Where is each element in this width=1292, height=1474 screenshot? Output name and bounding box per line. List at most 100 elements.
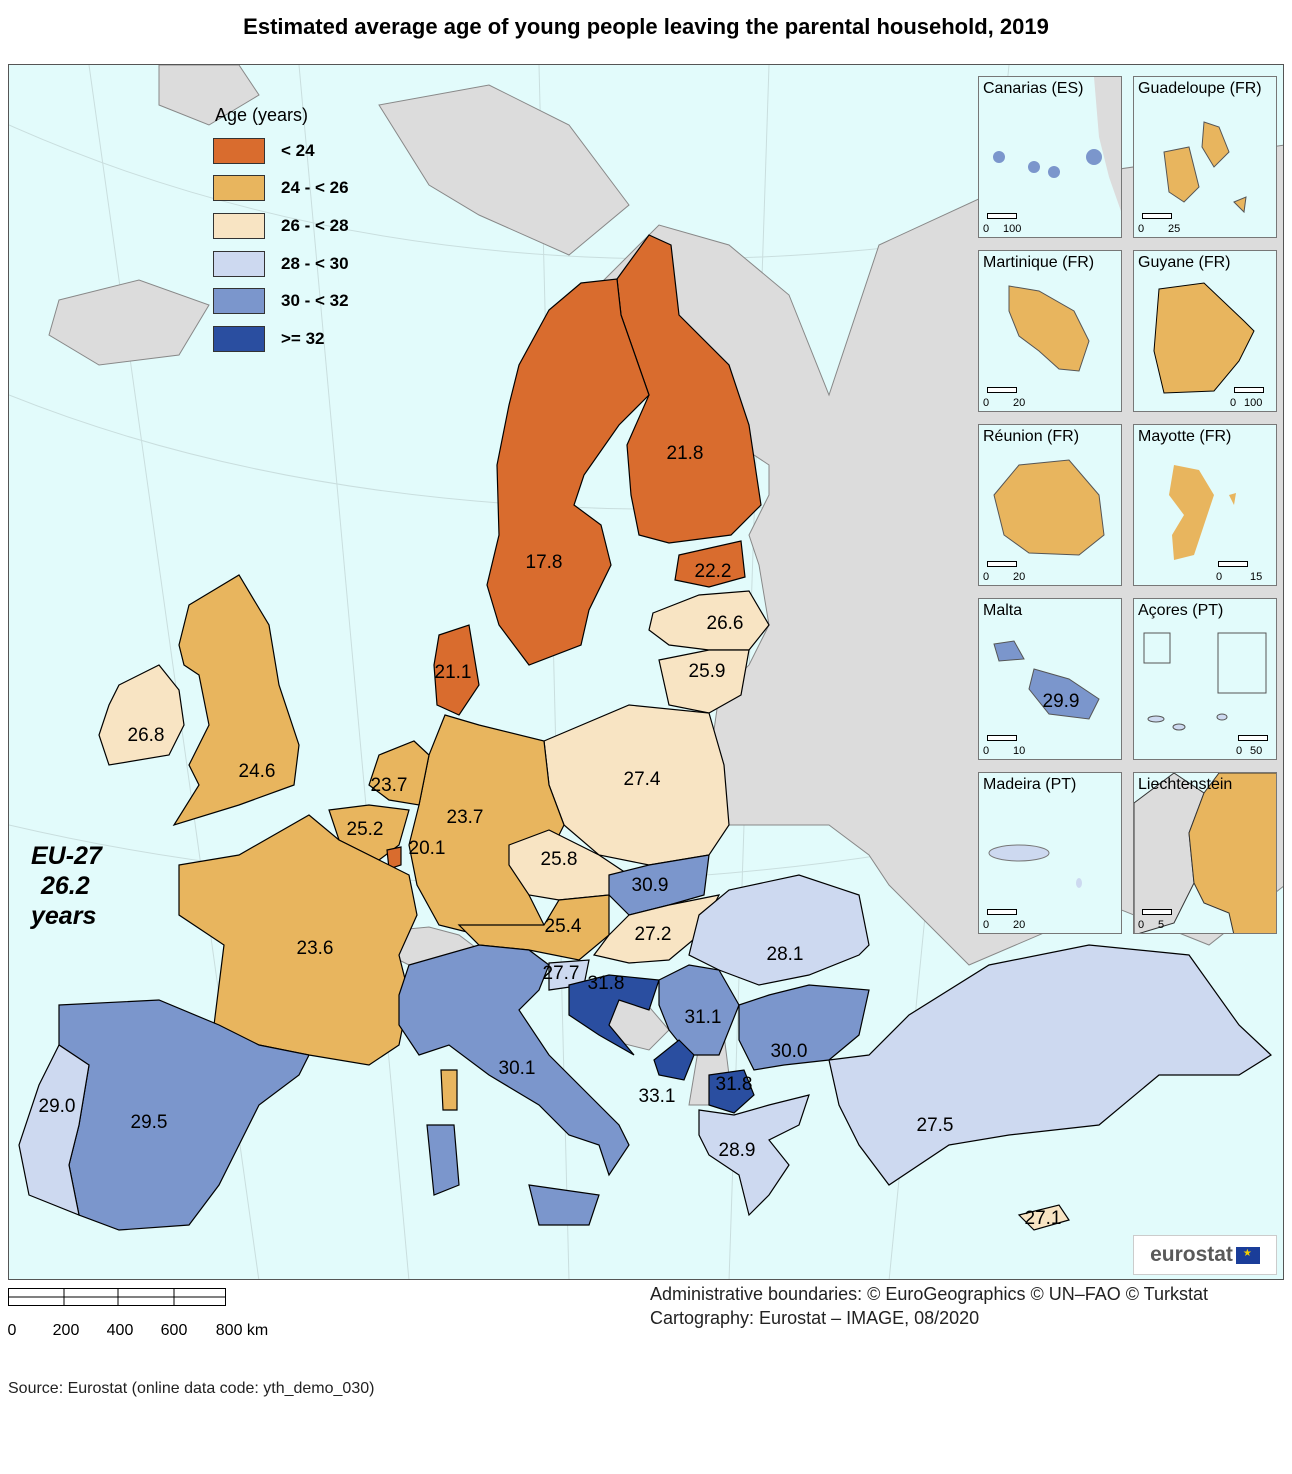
country-greece [698, 1094, 810, 1217]
legend-item: 28 - < 30 [213, 245, 349, 283]
inset-acores: Açores (PT) 0 50 [1133, 598, 1277, 760]
value-label-at: 25.4 [544, 916, 582, 937]
inset-scale-start: 0 [983, 397, 990, 409]
country-portugal [18, 1044, 90, 1216]
legend-item: 30 - < 32 [213, 282, 349, 320]
madeira-shape [988, 844, 1082, 888]
credits-boundaries: Administrative boundaries: © EuroGeograp… [650, 1284, 1209, 1304]
value-label-mt: 29.9 [1042, 691, 1080, 712]
country-uk [172, 574, 300, 827]
inset-malta: Malta 29.9 0 10 [978, 598, 1122, 760]
inset-scale-start: 0 [1230, 397, 1237, 409]
inset-martinique: Martinique (FR) 0 20 [978, 250, 1122, 412]
value-label-mk: 31.8 [715, 1074, 753, 1095]
inset-title: Martinique (FR) [983, 254, 1095, 271]
value-label-fr: 23.6 [296, 938, 334, 959]
map-frame: Age (years) < 24 24 - < 26 26 - < 28 28 … [8, 64, 1284, 1280]
country-montenegro [653, 1039, 695, 1081]
inset-title: Guyane (FR) [1138, 254, 1231, 271]
eurostat-logo: eurostat [1133, 1235, 1277, 1275]
country-luxembourg [386, 846, 402, 870]
legend-label: 24 - < 26 [281, 178, 349, 198]
inset-scale-end: 100 [1244, 397, 1263, 409]
inset-title: Liechtenstein [1138, 776, 1233, 793]
scale-bar-graphic [8, 1288, 226, 1306]
inset-scale-end: 10 [1013, 745, 1026, 757]
value-label-lu: 20.1 [408, 838, 446, 859]
value-label-ee: 22.2 [694, 561, 732, 582]
country-slovakia [608, 854, 710, 916]
inset-scale-end: 5 [1158, 919, 1165, 931]
value-label-ie: 26.8 [127, 725, 165, 746]
country-bulgaria [738, 984, 870, 1071]
country-sicily [528, 1184, 600, 1226]
value-label-nl: 23.7 [370, 775, 408, 796]
legend-swatch [213, 137, 265, 164]
inset-scale-start: 0 [983, 571, 990, 583]
eu-average: EU-27 26.2 years [31, 841, 102, 931]
country-turkey [828, 944, 1272, 1186]
value-label-dk: 21.1 [434, 662, 472, 683]
value-label-pt: 29.0 [38, 1096, 76, 1117]
liechtenstein-shape [1134, 773, 1276, 933]
inset-reunion: Réunion (FR) 0 20 [978, 424, 1122, 586]
inset-scalebar [987, 387, 1017, 393]
inset-guyane: Guyane (FR) 0 100 [1133, 250, 1277, 412]
value-label-lt: 25.9 [688, 661, 726, 682]
inset-scalebar [987, 735, 1017, 741]
credits: Administrative boundaries: © EuroGeograp… [650, 1282, 1208, 1330]
inset-scalebar [1234, 387, 1264, 393]
country-croatia [568, 974, 660, 1056]
inset-madeira: Madeira (PT) 0 20 [978, 772, 1122, 934]
inset-scale-end: 25 [1168, 223, 1181, 235]
country-estonia [674, 540, 746, 588]
value-label-ro: 28.1 [766, 944, 804, 965]
inset-scalebar [987, 561, 1017, 567]
iceland-shape [158, 65, 260, 126]
legend-label: 26 - < 28 [281, 215, 349, 235]
country-netherlands [368, 740, 430, 806]
inset-scalebar [1142, 213, 1172, 219]
inset-scale-start: 0 [1236, 745, 1243, 757]
eurostat-logo-text: eurostat [1150, 1243, 1233, 1266]
inset-title: Canarias (ES) [983, 80, 1084, 97]
eu-average-value: 26.2 [41, 872, 90, 900]
inset-scale-end: 20 [1013, 919, 1026, 931]
mayotte-shape [1169, 465, 1236, 560]
value-label-rs: 31.1 [684, 1007, 722, 1028]
inset-scale-start: 0 [983, 919, 990, 931]
legend-swatch [213, 212, 265, 239]
country-cyprus [1017, 1204, 1070, 1231]
scale-label: 0 [7, 1322, 17, 1339]
country-romania [688, 874, 870, 986]
inset-scalebar [1218, 561, 1248, 567]
country-italy [398, 944, 630, 1177]
value-label-pl: 27.4 [623, 769, 661, 790]
inset-scale-end: 15 [1250, 571, 1263, 583]
legend-item: >= 32 [213, 320, 349, 358]
inset-scale-start: 0 [1138, 223, 1145, 235]
legend-item: < 24 [213, 132, 349, 170]
value-label-fi: 21.8 [666, 443, 704, 464]
country-lithuania [658, 649, 750, 714]
legend-label: 28 - < 30 [281, 253, 349, 273]
legend-label: 30 - < 32 [281, 291, 349, 311]
scale-label: 600 [160, 1322, 188, 1339]
map-title: Estimated average age of young people le… [243, 14, 1049, 39]
eu-flag-icon [1235, 1246, 1260, 1264]
inset-title: Réunion (FR) [983, 428, 1080, 445]
martinique-shape [1008, 285, 1090, 372]
inset-scalebar [1142, 909, 1172, 915]
credits-cartography: Cartography: Eurostat – IMAGE, 08/2020 [650, 1308, 980, 1328]
value-label-se: 17.8 [525, 552, 563, 573]
legend-item: 24 - < 26 [213, 170, 349, 208]
value-label-de: 23.7 [446, 807, 484, 828]
inset-scale-end: 100 [1003, 223, 1022, 235]
countries [18, 234, 1272, 1231]
canarias-shape [993, 77, 1121, 212]
inset-scalebar [987, 909, 1017, 915]
inset-title: Madeira (PT) [983, 776, 1077, 793]
country-sweden [486, 278, 650, 666]
guadeloupe-shape [1163, 121, 1247, 214]
value-label-it: 30.1 [498, 1058, 536, 1079]
